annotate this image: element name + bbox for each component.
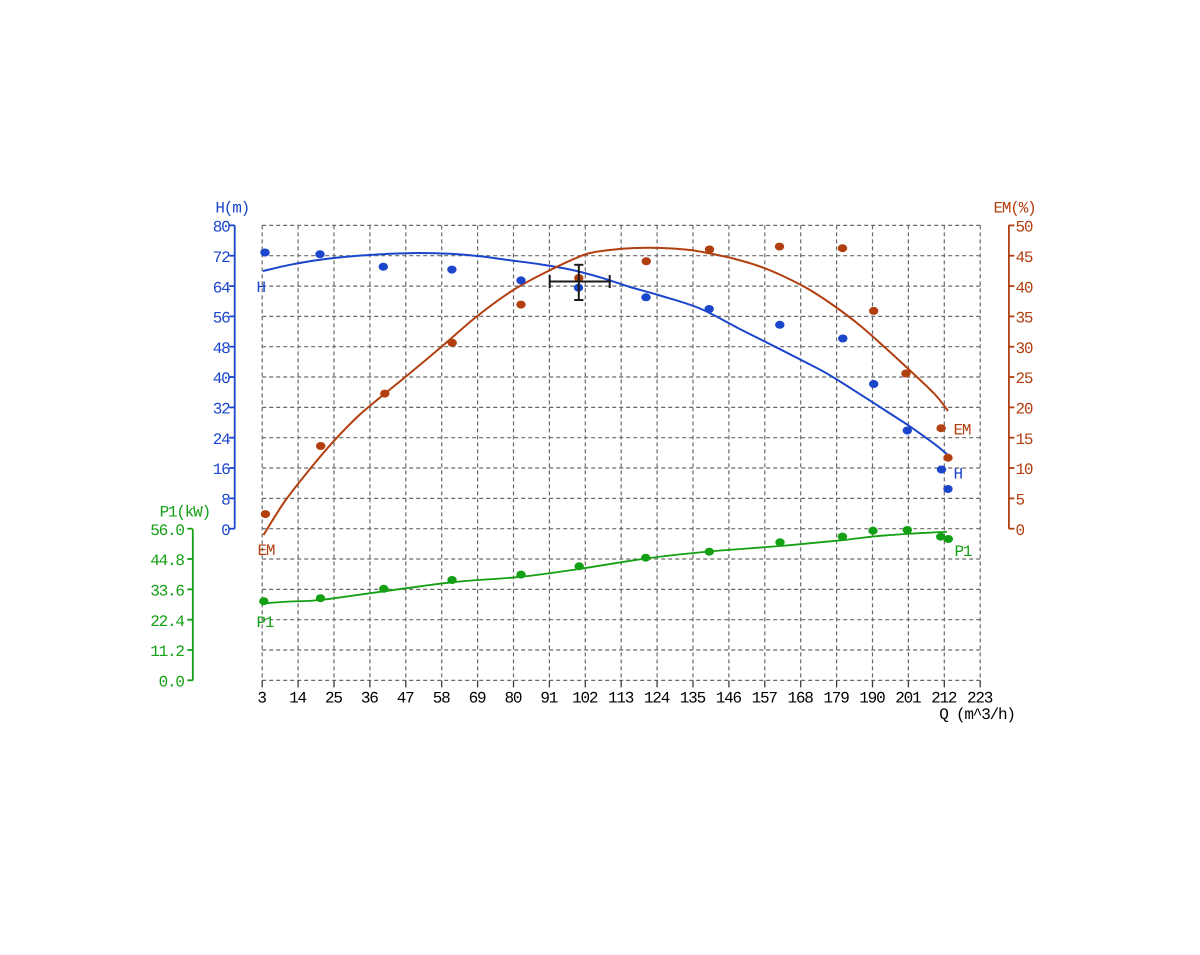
svg-text:124: 124: [644, 690, 670, 708]
svg-text:69: 69: [469, 690, 486, 708]
svg-text:16: 16: [213, 461, 230, 479]
svg-text:168: 168: [787, 690, 813, 708]
svg-text:5: 5: [1016, 492, 1025, 510]
svg-text:30: 30: [1016, 340, 1033, 358]
svg-text:190: 190: [859, 690, 885, 708]
svg-text:P1(kW): P1(kW): [160, 504, 210, 522]
svg-text:72: 72: [213, 249, 230, 267]
svg-text:8: 8: [221, 492, 230, 510]
svg-text:56.0: 56.0: [150, 522, 184, 540]
svg-text:H: H: [257, 279, 266, 297]
svg-text:3: 3: [257, 690, 266, 708]
svg-text:44.8: 44.8: [150, 552, 184, 570]
svg-text:223: 223: [967, 690, 993, 708]
svg-text:102: 102: [572, 690, 598, 708]
svg-text:47: 47: [397, 690, 414, 708]
svg-text:H(m): H(m): [215, 200, 249, 218]
svg-text:22.4: 22.4: [150, 613, 184, 631]
svg-text:P1: P1: [257, 614, 274, 632]
svg-text:201: 201: [895, 690, 921, 708]
svg-text:40: 40: [213, 370, 230, 388]
svg-text:25: 25: [325, 690, 342, 708]
svg-text:15: 15: [1016, 431, 1033, 449]
svg-text:36: 36: [361, 690, 378, 708]
svg-text:179: 179: [823, 690, 849, 708]
svg-text:50: 50: [1016, 219, 1033, 237]
svg-text:64: 64: [213, 279, 230, 297]
svg-text:EM: EM: [954, 422, 971, 440]
svg-text:80: 80: [213, 219, 230, 237]
svg-text:45: 45: [1016, 249, 1033, 267]
svg-text:48: 48: [213, 340, 230, 358]
svg-text:135: 135: [680, 690, 706, 708]
svg-text:0: 0: [1016, 522, 1025, 540]
svg-text:0.0: 0.0: [159, 674, 185, 692]
svg-text:91: 91: [540, 690, 557, 708]
svg-text:40: 40: [1016, 279, 1033, 297]
svg-text:H: H: [954, 466, 963, 484]
svg-text:113: 113: [608, 690, 634, 708]
svg-text:P1: P1: [955, 543, 972, 561]
svg-text:14: 14: [289, 690, 306, 708]
svg-text:20: 20: [1016, 401, 1033, 419]
svg-text:EM: EM: [258, 542, 275, 560]
svg-text:33.6: 33.6: [150, 583, 184, 601]
svg-text:25: 25: [1016, 370, 1033, 388]
svg-text:32: 32: [213, 401, 230, 419]
svg-text:157: 157: [752, 690, 778, 708]
svg-text:56: 56: [213, 310, 230, 328]
svg-text:Q (m^3/h): Q (m^3/h): [939, 706, 1015, 724]
svg-text:24: 24: [213, 431, 230, 449]
svg-text:146: 146: [716, 690, 742, 708]
svg-text:35: 35: [1016, 310, 1033, 328]
svg-text:212: 212: [931, 690, 957, 708]
svg-text:EM(%): EM(%): [994, 200, 1036, 218]
svg-text:11.2: 11.2: [150, 643, 184, 661]
svg-text:58: 58: [433, 690, 450, 708]
svg-text:10: 10: [1016, 461, 1033, 479]
svg-text:0: 0: [221, 522, 230, 540]
svg-text:80: 80: [504, 690, 521, 708]
